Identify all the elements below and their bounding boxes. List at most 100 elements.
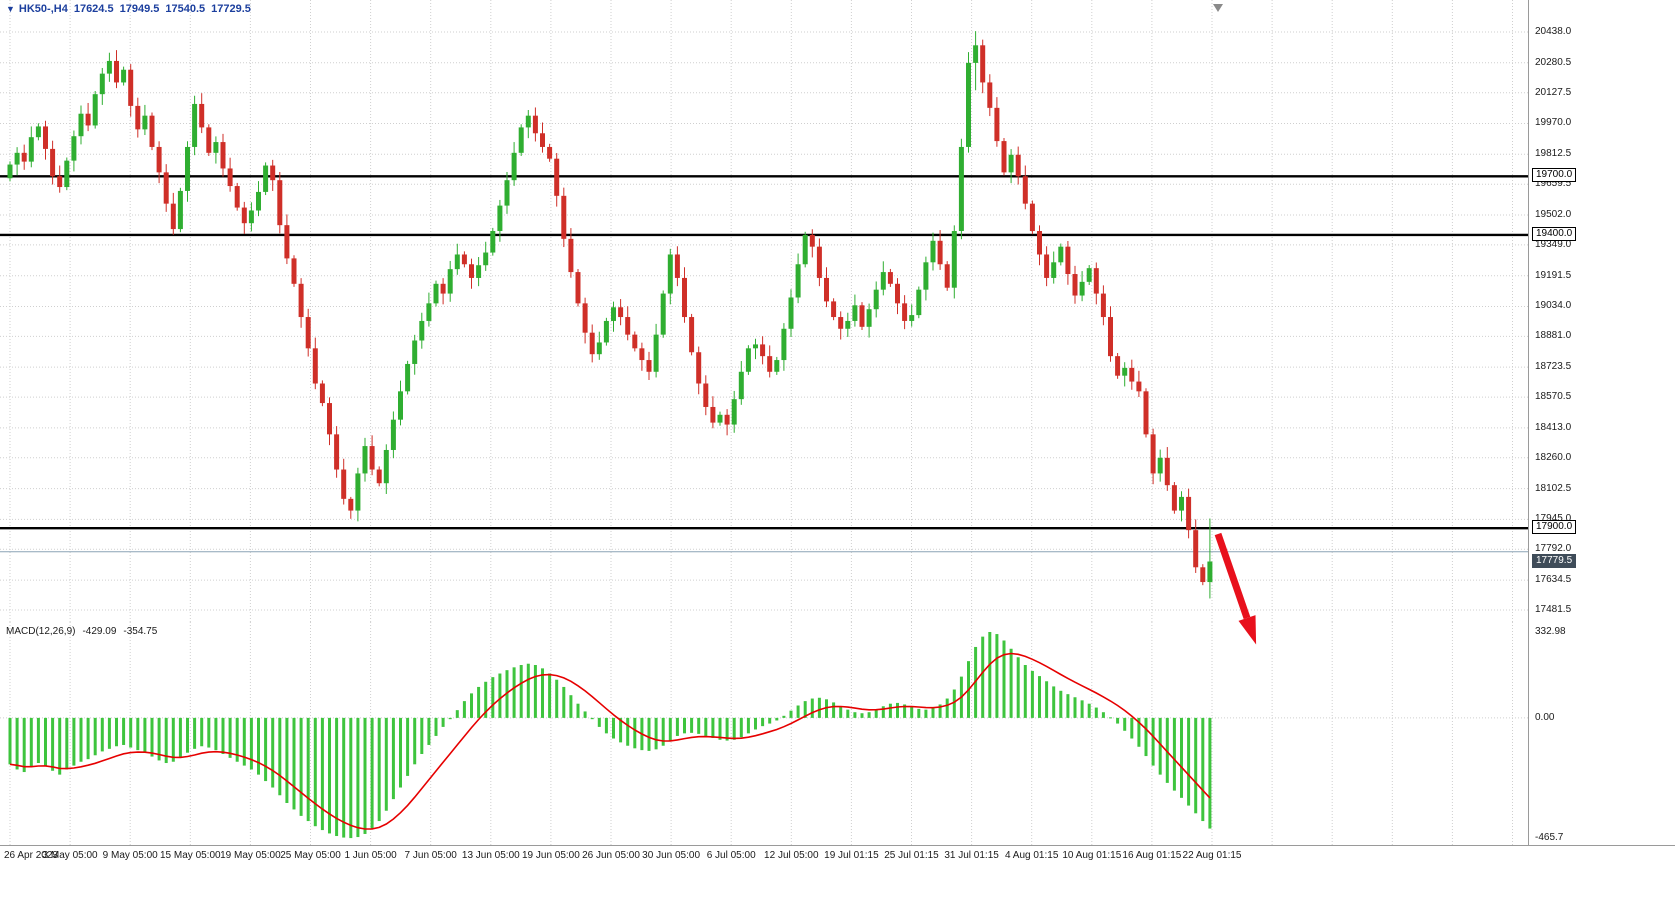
level-price-tag[interactable]: 17900.0 — [1532, 520, 1577, 535]
time-axis-label: 19 Jun 05:00 — [521, 850, 580, 861]
macd-bar — [65, 717, 69, 770]
bull-candle — [660, 293, 666, 335]
level-price-tag[interactable]: 19400.0 — [1532, 226, 1577, 241]
bear-candle — [163, 172, 169, 204]
macd-bar — [207, 717, 211, 748]
bull-candle — [518, 127, 524, 153]
macd-pane[interactable] — [0, 622, 1528, 845]
time-axis-label: 9 May 05:00 — [102, 850, 158, 861]
bear-candle — [838, 317, 844, 329]
macd-bar — [988, 631, 992, 718]
bull-candle — [398, 391, 403, 420]
macd-bar — [349, 717, 353, 839]
bear-candle — [1065, 246, 1071, 275]
macd-bar — [164, 717, 168, 764]
bear-candle — [170, 203, 176, 230]
bull-candle — [745, 348, 751, 372]
macd-bar — [597, 717, 601, 727]
macd-bar — [178, 717, 182, 758]
bear-candle — [1143, 391, 1149, 435]
horizontal-level-lines[interactable] — [0, 175, 1528, 530]
macd-bar — [22, 717, 26, 773]
macd-axis-label: 0.00 — [1535, 711, 1555, 723]
bear-candle — [50, 148, 56, 177]
bear-candle — [554, 158, 560, 196]
bear-candle — [646, 360, 652, 372]
macd-bar — [58, 717, 62, 775]
macd-bar — [1172, 717, 1176, 791]
bear-candle — [277, 180, 283, 226]
bull-candle — [263, 165, 269, 192]
macd-bar — [491, 677, 495, 718]
macd-bar — [874, 709, 878, 718]
macd-bar — [86, 717, 90, 760]
bear-candle — [21, 152, 27, 162]
macd-axis-label: 332.98 — [1535, 626, 1566, 637]
macd-bar — [590, 717, 594, 720]
macd-bar — [15, 717, 19, 770]
price-pane[interactable] — [0, 0, 1528, 622]
macd-bar — [796, 705, 800, 718]
bear-candle — [206, 127, 212, 153]
bull-candle — [1122, 367, 1128, 376]
time-axis[interactable]: 26 Apr 2023 3 May 05:00 9 May 05:00 15 May … — [0, 845, 1675, 872]
macd-bar — [917, 708, 921, 718]
time-axis-label: 4 Aug 01:15 — [1004, 850, 1059, 861]
bull-candle — [525, 115, 531, 128]
bear-candle — [944, 264, 950, 288]
macd-bar — [775, 717, 779, 721]
chevron-down-icon[interactable]: ▼ — [6, 4, 15, 14]
macd-bar — [619, 717, 623, 743]
bull-candle — [667, 254, 673, 294]
bear-candle — [632, 334, 638, 349]
macd-bar — [115, 717, 118, 747]
bull-candle — [256, 191, 261, 211]
bull-candle — [923, 262, 929, 290]
level-price-tag[interactable]: 19700.0 — [1532, 168, 1577, 183]
bull-candle — [873, 289, 879, 310]
bull-candle — [852, 305, 858, 321]
time-axis-label: 12 Jul 05:00 — [764, 850, 819, 861]
macd-bar — [754, 717, 757, 730]
macd-bar — [519, 665, 523, 718]
macd-bar — [995, 634, 999, 718]
price-tick-label: 19659.5 — [1535, 178, 1572, 190]
macd-bar — [36, 717, 40, 764]
bear-candle — [809, 234, 815, 247]
bear-candle — [199, 103, 205, 128]
macd-bar — [675, 717, 679, 736]
macd-signal-line — [9, 652, 1211, 830]
macd-bar — [761, 717, 765, 727]
macd-bar — [846, 709, 850, 718]
macd-axis-label: -465.7 — [1535, 832, 1564, 843]
price-tick-label: 18260.0 — [1535, 451, 1572, 463]
bull-candle — [1179, 496, 1184, 511]
macd-bar — [278, 717, 282, 796]
macd-bar — [271, 717, 275, 788]
bear-candle — [291, 258, 297, 284]
macd-bar — [1002, 640, 1006, 718]
bear-candle — [532, 115, 538, 134]
macd-bar — [1158, 717, 1162, 775]
price-axis[interactable]: 20438.0 20280.5 20127.5 19970.0 19812.5 19659… — [1528, 0, 1675, 845]
macd-bar — [1116, 717, 1120, 724]
bull-candle — [866, 309, 872, 327]
macd-bar — [214, 717, 218, 751]
current-price-tag: 17779.5 — [1532, 553, 1577, 568]
macd-bar — [370, 717, 374, 829]
macd-bar — [150, 717, 154, 757]
macd-bar — [100, 717, 104, 752]
bull-candle — [774, 360, 780, 372]
price-tick-label: 20127.5 — [1535, 86, 1572, 98]
bull-candle — [419, 320, 425, 341]
bull-candle — [504, 180, 510, 206]
bear-candle — [440, 283, 446, 294]
bear-candle — [1022, 176, 1028, 204]
price-tick-label: 19812.5 — [1535, 148, 1572, 160]
macd-bar — [171, 717, 175, 762]
bull-candle — [802, 234, 808, 265]
bull-candle — [412, 340, 418, 364]
macd-bar — [235, 717, 239, 762]
price-tick-label: 18102.5 — [1535, 482, 1572, 494]
bull-candle — [511, 152, 517, 181]
